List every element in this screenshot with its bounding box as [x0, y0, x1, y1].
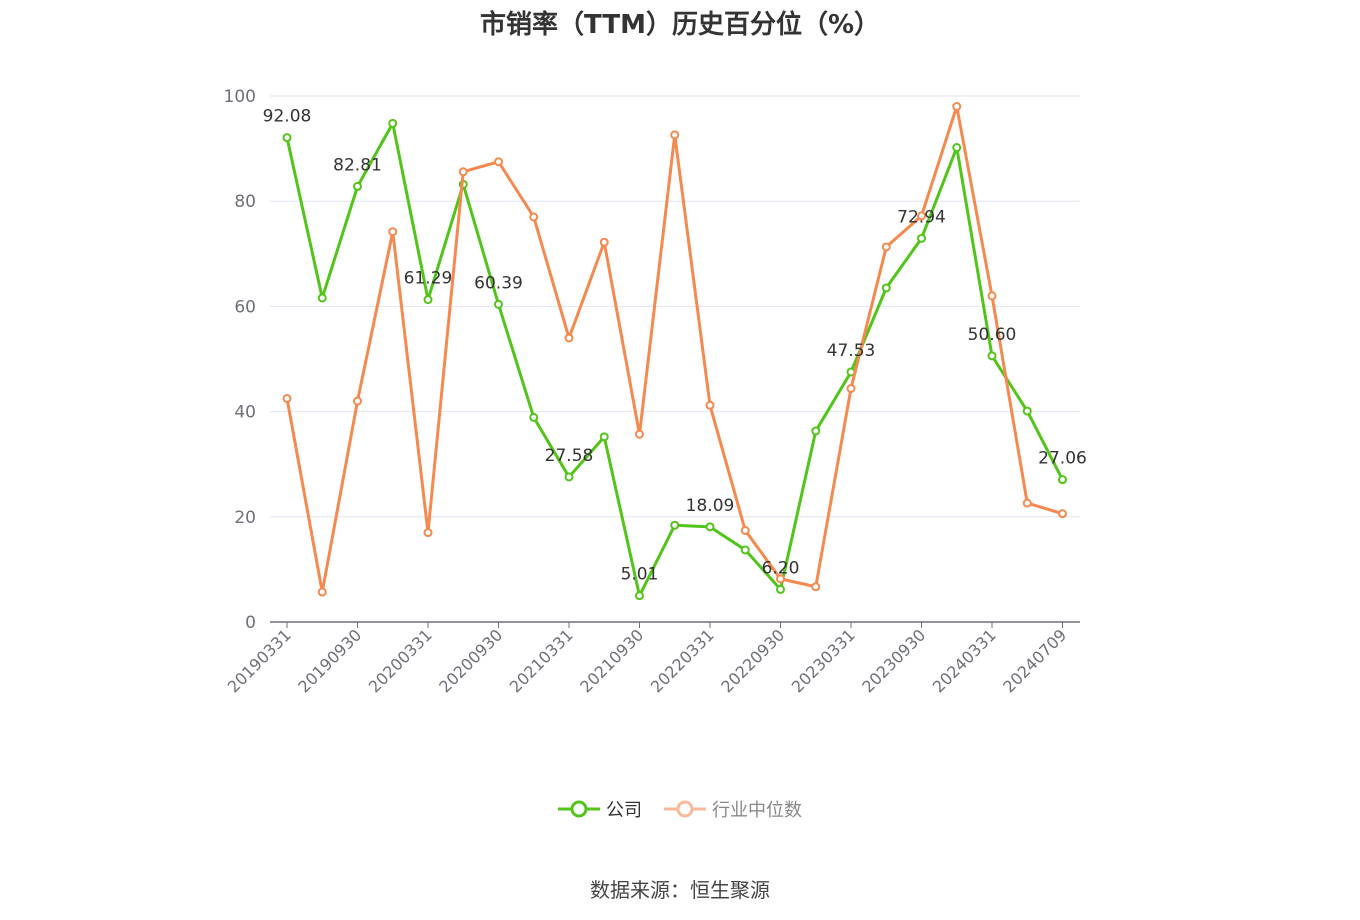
data-point-0 — [881, 283, 891, 293]
data-point-1 — [670, 130, 680, 140]
data-point-0 — [917, 233, 926, 243]
legend: 公司 行业中位数 — [0, 796, 1360, 822]
data-point-0 — [317, 293, 327, 303]
x-tick-label: 20210331 — [506, 625, 577, 696]
data-label-layer: 92.08 82.81 61.29 60.39 27.58 5.01 18.09 6.20 47… — [263, 107, 1087, 585]
x-tick-label: 20230930 — [858, 625, 929, 696]
data-label: 82.81 — [333, 155, 382, 175]
data-point-1 — [458, 167, 468, 177]
data-label: 6.20 — [762, 558, 800, 578]
y-tick-label: 40 — [234, 403, 256, 423]
x-tick-label: 20210930 — [576, 625, 647, 696]
data-point-1 — [494, 157, 503, 167]
data-point-1 — [1058, 509, 1067, 519]
data-point-0 — [1058, 475, 1067, 485]
x-tick-label: 20240331 — [929, 625, 1000, 696]
data-label: 27.06 — [1038, 449, 1087, 469]
series-layer — [282, 102, 1067, 601]
legend-company-icon — [558, 800, 600, 818]
x-tick-label: 20230331 — [788, 625, 859, 696]
x-tick-label: 20190331 — [224, 625, 295, 696]
data-point-1 — [740, 525, 750, 535]
data-point-1 — [599, 237, 609, 247]
grid-layer — [270, 95, 1080, 518]
y-tick-label: 100 — [224, 87, 256, 107]
data-label: 72.94 — [897, 207, 946, 227]
data-point-0 — [987, 351, 997, 361]
data-point-1 — [529, 212, 539, 222]
data-point-1 — [388, 227, 398, 237]
data-point-0 — [811, 426, 821, 436]
data-point-1 — [282, 393, 292, 403]
x-tick-label: 20200930 — [435, 625, 506, 696]
x-tick-label: 20200331 — [365, 625, 436, 696]
data-label: 27.58 — [545, 446, 594, 466]
legend-industry-median-label: 行业中位数 — [712, 800, 802, 821]
data-label: 61.29 — [404, 269, 453, 289]
data-point-1 — [952, 102, 962, 112]
data-point-0 — [670, 520, 680, 530]
data-point-0 — [529, 412, 539, 422]
data-point-1 — [917, 211, 926, 221]
data-point-1 — [317, 587, 327, 597]
legend-item-industry-median[interactable]: 行业中位数 — [664, 796, 802, 822]
data-point-0 — [599, 432, 609, 442]
x-tick-label: 20220331 — [647, 625, 718, 696]
data-point-1 — [564, 333, 574, 343]
data-point-0 — [353, 181, 362, 191]
legend-industry-median-icon — [664, 800, 706, 818]
data-label: 47.53 — [827, 341, 876, 361]
data-point-0 — [282, 133, 292, 143]
data-point-0 — [494, 299, 503, 309]
data-point-1 — [987, 291, 997, 301]
data-label: 50.60 — [968, 325, 1017, 345]
data-point-0 — [952, 143, 962, 153]
data-point-0 — [564, 472, 574, 482]
data-source-note: 数据来源：恒生聚源 — [590, 878, 770, 902]
legend-company-label: 公司 — [606, 800, 642, 821]
axis-layer: 0 20 40 60 80 100 20190331 20190930 20200331 2020… — [224, 87, 1080, 696]
data-point-0 — [635, 591, 644, 601]
data-point-1 — [881, 242, 891, 252]
data-point-1 — [846, 383, 856, 393]
x-tick-label: 20240709 — [999, 625, 1070, 696]
data-label: 18.09 — [686, 496, 735, 516]
y-tick-label: 80 — [234, 192, 256, 212]
x-tick-label: 20190930 — [294, 625, 365, 696]
data-label: 92.08 — [263, 107, 312, 127]
data-point-1 — [811, 582, 821, 592]
data-point-1 — [1022, 498, 1032, 508]
x-tick-label: 20220930 — [717, 625, 788, 696]
data-point-1 — [705, 400, 715, 410]
data-point-1 — [423, 528, 433, 538]
data-point-0 — [776, 584, 785, 594]
data-label: 60.39 — [474, 273, 523, 293]
y-tick-label: 0 — [245, 613, 256, 633]
data-point-0 — [740, 545, 750, 555]
data-point-0 — [705, 522, 715, 532]
data-point-1 — [776, 574, 785, 584]
y-tick-label: 20 — [234, 508, 256, 528]
chart-title: 市销率（TTM）历史百分位（%） — [480, 10, 880, 40]
data-point-1 — [635, 429, 644, 439]
data-point-1 — [353, 396, 362, 406]
data-point-0 — [388, 118, 398, 128]
data-label: 5.01 — [621, 565, 659, 585]
legend-item-company[interactable]: 公司 — [558, 796, 642, 822]
y-tick-label: 60 — [234, 297, 256, 317]
data-point-0 — [423, 295, 433, 305]
data-point-0 — [1022, 406, 1032, 416]
